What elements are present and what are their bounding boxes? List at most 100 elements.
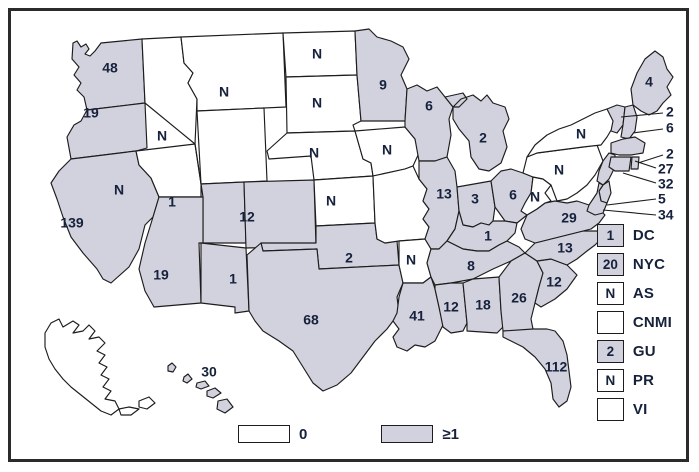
- state-HI[interactable]: [167, 362, 234, 414]
- state-label-TN: 8: [467, 258, 475, 274]
- leader-line-DE: [606, 198, 657, 206]
- callout-label-VT: 2: [666, 104, 674, 120]
- state-NH[interactable]: [620, 104, 638, 140]
- territory-label-cnmi: CNMI: [632, 314, 672, 331]
- state-label-SC: 12: [546, 274, 562, 290]
- leader-line-RI: [634, 160, 657, 169]
- state-MA[interactable]: [610, 136, 646, 156]
- state-WV[interactable]: [520, 176, 552, 216]
- state-label-OK: 2: [345, 250, 353, 266]
- state-label-IA: N: [382, 142, 392, 158]
- state-TN[interactable]: [426, 240, 526, 286]
- territory-row-nyc[interactable]: 20 NYC: [596, 252, 672, 277]
- territory-label-gu: GU: [632, 343, 656, 360]
- state-VA[interactable]: [520, 200, 606, 244]
- territory-value-gu: 2: [596, 340, 624, 363]
- state-label-PA: N: [554, 162, 564, 178]
- territory-row-gu[interactable]: 2 GU: [596, 339, 672, 364]
- state-label-IN: 3: [471, 191, 479, 207]
- state-label-MI: 2: [479, 130, 487, 146]
- state-label-CA: 139: [60, 215, 84, 231]
- state-AZ[interactable]: [138, 196, 204, 308]
- territory-value-as: N: [596, 282, 624, 305]
- state-label-AR: N: [406, 252, 416, 268]
- territory-label-pr: PR: [632, 372, 655, 389]
- territory-value-dc: 1: [596, 224, 624, 247]
- territory-value-cnmi: [596, 311, 624, 334]
- state-label-ND: N: [312, 46, 322, 62]
- territory-row-as[interactable]: N AS: [596, 281, 672, 306]
- state-AK[interactable]: [44, 318, 156, 416]
- scale-label-one-or-more: ≥1: [442, 425, 459, 443]
- scale-legend-item-zero[interactable]: 0: [238, 425, 307, 443]
- state-RI[interactable]: [630, 156, 640, 170]
- state-label-AZ: 19: [153, 267, 169, 283]
- state-label-MT: N: [219, 84, 229, 100]
- state-MI[interactable]: [444, 92, 510, 172]
- state-MD[interactable]: [586, 182, 608, 216]
- state-label-ME: 4: [645, 74, 653, 90]
- territory-value-pr: N: [596, 369, 624, 392]
- state-NM[interactable]: [200, 242, 250, 314]
- state-label-CO: 12: [239, 209, 255, 225]
- map-figure-frame: 2 6 2 27 32 5 34 48 19 139 N N N 1 19 12: [8, 8, 689, 462]
- state-MN[interactable]: [354, 28, 410, 122]
- state-label-UT: 1: [168, 194, 176, 210]
- state-label-WA: 48: [102, 60, 118, 76]
- state-label-group: 48 19 139 N N N 1 19 12 1 N N N N 2 68 9…: [60, 46, 653, 380]
- state-label-ID: N: [157, 128, 167, 144]
- territory-row-pr[interactable]: N PR: [596, 368, 672, 393]
- territory-label-nyc: NYC: [632, 256, 666, 273]
- state-label-GA: 26: [511, 290, 527, 306]
- state-label-NC: 13: [557, 240, 573, 256]
- state-WY[interactable]: [196, 107, 268, 185]
- territory-label-dc: DC: [632, 227, 655, 244]
- territory-label-vi: VI: [632, 401, 648, 418]
- state-label-NE: N: [309, 145, 319, 161]
- state-label-KS: N: [326, 193, 336, 209]
- leader-line-MA: [637, 154, 664, 164]
- state-MS[interactable]: [434, 282, 468, 334]
- scale-swatch-one-or-more: [381, 425, 434, 443]
- state-LA[interactable]: [392, 276, 444, 352]
- state-label-NY: N: [576, 126, 586, 142]
- leader-line-CT: [622, 172, 657, 184]
- state-SD[interactable]: [285, 74, 362, 134]
- state-MT[interactable]: [180, 32, 287, 112]
- us-choropleth-map: 2 6 2 27 32 5 34 48 19 139 N N N 1 19 12: [44, 28, 674, 416]
- leader-line-NH: [632, 128, 664, 134]
- state-label-OH: 6: [509, 187, 517, 203]
- callout-label-RI: 27: [658, 161, 674, 177]
- state-label-WV: N: [530, 189, 540, 205]
- scale-label-zero: 0: [299, 425, 308, 443]
- callout-label-NH: 6: [666, 120, 674, 136]
- state-label-HI: 30: [201, 364, 217, 380]
- state-label-IL: 13: [436, 186, 452, 202]
- state-FL[interactable]: [502, 328, 572, 408]
- callout-label-MD: 34: [658, 207, 674, 223]
- state-label-KY: 1: [484, 228, 492, 244]
- territory-value-vi: [596, 398, 624, 421]
- scale-legend-item-one-or-more[interactable]: ≥1: [381, 425, 459, 443]
- callout-group: 2 6 2 27 32 5 34: [602, 104, 674, 223]
- state-label-MS: 12: [443, 299, 459, 315]
- state-KS[interactable]: [313, 175, 376, 227]
- callout-label-DE: 5: [658, 191, 666, 207]
- territory-row-dc[interactable]: 1 DC: [596, 223, 672, 248]
- state-label-VA: 29: [561, 210, 577, 226]
- state-CO[interactable]: [243, 179, 317, 249]
- state-CT[interactable]: [608, 156, 632, 172]
- state-label-AL: 18: [475, 297, 491, 313]
- leader-line-VT: [620, 112, 664, 118]
- state-TX[interactable]: [246, 242, 404, 392]
- state-label-WI: 6: [425, 98, 433, 114]
- scale-legend: 0 ≥1: [11, 425, 686, 443]
- scale-swatch-zero: [238, 425, 291, 443]
- state-label-TX: 68: [303, 312, 319, 328]
- state-WI[interactable]: [404, 84, 454, 162]
- territory-row-cnmi[interactable]: CNMI: [596, 310, 672, 335]
- state-label-MN: 9: [379, 77, 387, 93]
- state-label-SD: N: [312, 95, 322, 111]
- state-VT[interactable]: [606, 104, 626, 134]
- territory-row-vi[interactable]: VI: [596, 397, 672, 422]
